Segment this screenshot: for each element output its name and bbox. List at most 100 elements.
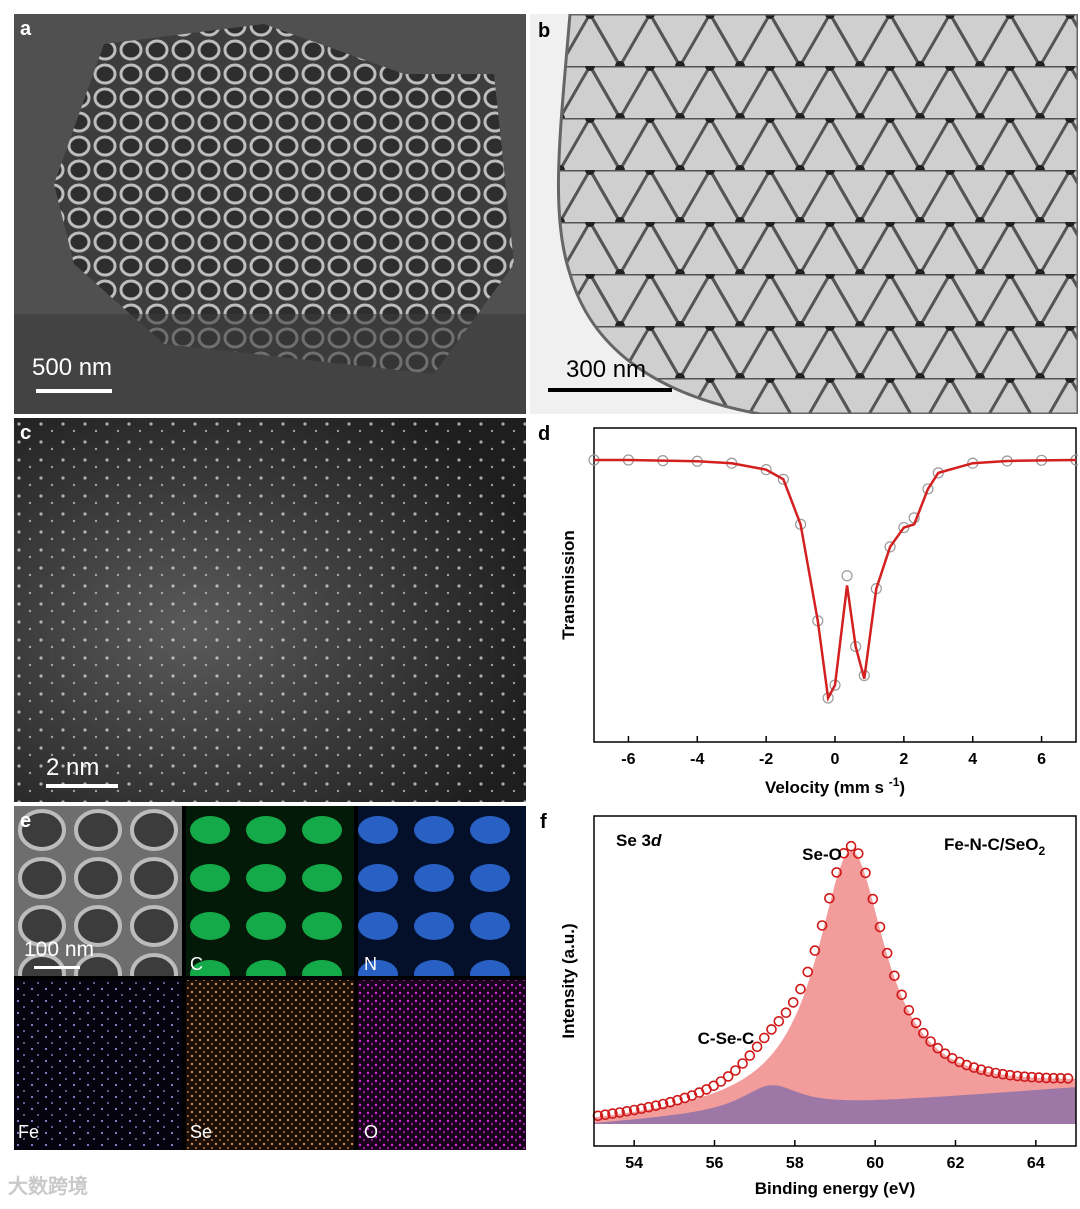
measured-point-f	[759, 1032, 770, 1044]
measured-point-f	[845, 840, 857, 852]
x-tick-label-f: 62	[947, 1155, 965, 1172]
measured-point-f	[665, 1096, 676, 1108]
x-tick-label-f: 60	[866, 1155, 884, 1172]
measured-point-d	[898, 521, 910, 534]
measured-point-f	[795, 983, 806, 995]
measured-point-f	[802, 966, 814, 978]
scale-bar-c	[46, 784, 118, 788]
panel-f-xps-chart: f 54 56 58 60 62 64 Intensity (a.u.) Binding …	[530, 806, 1078, 1206]
measured-point-f	[722, 1071, 734, 1082]
measured-point-d	[777, 473, 789, 485]
measured-point-f	[968, 1062, 980, 1073]
eds-map-fe	[14, 980, 182, 1150]
measured-point-d	[884, 541, 896, 553]
measured-point-f	[824, 893, 835, 904]
measured-point-f	[1033, 1072, 1045, 1083]
measured-point-f	[657, 1098, 669, 1110]
annotation-sample: Fe-N-C/SeO2	[944, 835, 1045, 858]
measured-point-f	[816, 920, 828, 931]
panel-b-tem-image: b 300 nm	[530, 14, 1078, 414]
measured-point-f	[628, 1104, 640, 1116]
measured-point-f	[621, 1105, 633, 1117]
watermark: 大数跨境	[8, 1176, 88, 1198]
measured-point-f	[1026, 1071, 1038, 1083]
x-tick-label-f: 56	[706, 1155, 724, 1172]
x-tick-label-d: 4	[968, 751, 977, 768]
measured-point-f	[860, 867, 871, 879]
scale-bar-b	[548, 388, 672, 392]
measured-point-f	[975, 1064, 987, 1076]
measured-point-f	[983, 1066, 994, 1077]
panel-label-d: d	[538, 423, 550, 445]
chart-f-svg: f 54 56 58 60 62 64 Intensity (a.u.) Binding …	[540, 811, 1077, 1198]
scale-bar-label-e: 100 nm	[24, 938, 95, 961]
measured-point-f	[889, 970, 900, 982]
scale-bar-label-b: 300 nm	[566, 356, 647, 383]
measured-point-f	[607, 1108, 618, 1119]
panel-label-b: b	[538, 20, 551, 42]
plot-frame-d	[593, 427, 1077, 743]
panel-label-f: f	[540, 811, 547, 833]
measured-point-f	[751, 1041, 763, 1053]
peak-fill-c-se-c	[594, 1085, 1076, 1124]
panel-label-e: e	[20, 810, 32, 832]
x-tick-label-d: 0	[831, 751, 840, 768]
fit-line-d	[594, 458, 1077, 703]
eds-map-se	[186, 980, 354, 1150]
scale-bar-a	[36, 389, 112, 393]
plot-frame-f	[593, 815, 1077, 1147]
x-tick-label-f: 54	[625, 1155, 643, 1172]
annotation-se3d: Se 3d	[616, 831, 662, 850]
y-axis-label-f: Intensity (a.u.)	[559, 923, 578, 1038]
x-tick-label-d: -2	[759, 751, 773, 768]
measured-point-f	[672, 1094, 683, 1106]
measured-point-f	[737, 1058, 748, 1069]
stem-image	[14, 418, 526, 802]
x-tick-label-d: -4	[690, 751, 704, 768]
measured-point-f	[867, 893, 879, 905]
measured-point-f	[730, 1065, 741, 1076]
tem-image	[530, 14, 1078, 414]
x-tick-label-f: 58	[786, 1155, 804, 1172]
map-label-o: O	[364, 1122, 379, 1142]
panel-label-a: a	[20, 18, 32, 40]
measured-point-f	[679, 1092, 691, 1104]
measured-point-f	[787, 997, 799, 1008]
eds-map-n	[358, 806, 526, 976]
eds-map-o	[358, 980, 526, 1150]
measured-point-f	[636, 1103, 647, 1115]
sem-image	[14, 14, 526, 414]
measured-point-f	[874, 921, 886, 933]
measured-point-f	[1040, 1072, 1052, 1084]
measured-point-f	[852, 848, 864, 859]
x-axis-label-d: Velocity (mm s -1)	[765, 775, 905, 797]
peak-label-se-o: Se-O	[802, 845, 842, 864]
measured-point-f	[925, 1036, 936, 1047]
measured-point-f	[896, 989, 908, 1001]
measured-point-f	[881, 947, 893, 959]
map-label-fe: Fe	[18, 1122, 40, 1142]
chart-d-svg: d -6 -4 -2 0 2 4 6 Transmission Velocity (mm s…	[538, 423, 1078, 797]
measured-point-f	[910, 1017, 922, 1029]
x-tick-label-d: 6	[1037, 751, 1046, 768]
measured-point-f	[773, 1016, 785, 1027]
measured-point-f	[990, 1067, 1002, 1079]
eds-maps	[14, 806, 526, 1150]
measured-point-f	[650, 1100, 662, 1112]
peak-fill-se-o	[594, 850, 1076, 1124]
measured-point-f	[1055, 1072, 1067, 1084]
measured-point-d	[841, 570, 853, 582]
x-tick-label-d: -6	[621, 751, 635, 768]
measured-point-f	[838, 847, 850, 859]
measured-point-f	[809, 945, 821, 956]
panel-d-mossbauer-chart: d -6 -4 -2 0 2 4 6 Transmission Velocity (mm s…	[530, 418, 1078, 802]
measured-point-f	[744, 1050, 756, 1061]
map-label-n: N	[364, 954, 377, 974]
measured-point-f	[599, 1109, 611, 1121]
measured-point-f	[939, 1048, 951, 1059]
x-tick-label-f: 64	[1027, 1155, 1045, 1172]
scale-bar-e	[34, 966, 80, 969]
y-axis-label-d: Transmission	[559, 530, 578, 640]
eds-map-c	[186, 806, 354, 976]
scale-bar-label-c: 2 nm	[46, 754, 100, 781]
